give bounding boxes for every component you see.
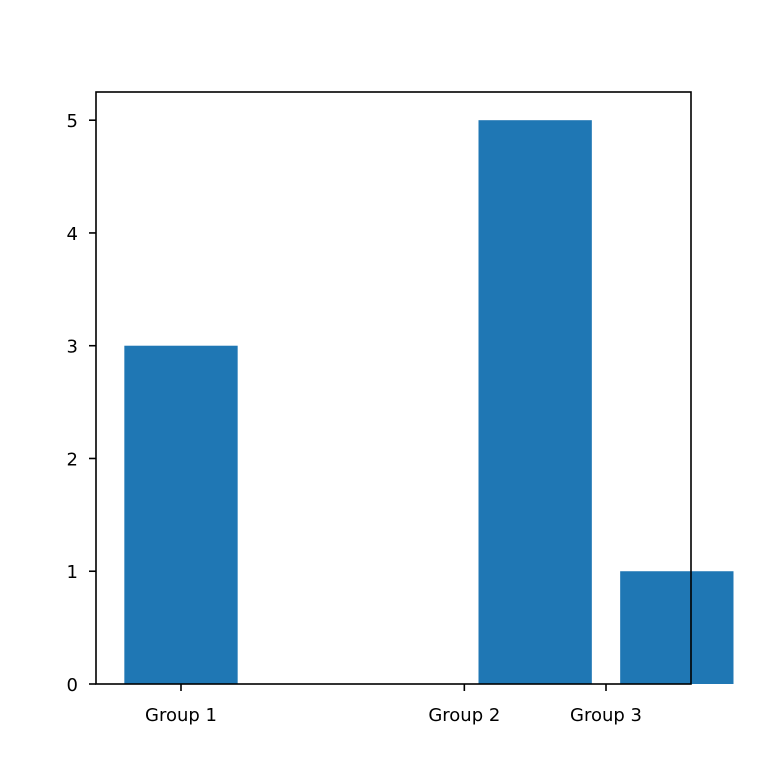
y-tick-label: 2 xyxy=(67,449,78,470)
x-tick-label: Group 2 xyxy=(428,705,500,726)
y-tick-label: 0 xyxy=(67,675,78,696)
bar-series xyxy=(124,120,734,684)
bar-group-1 xyxy=(124,345,238,684)
bar-group-2 xyxy=(478,120,592,684)
y-axis: 0 1 2 3 4 5 xyxy=(67,111,96,696)
y-tick-label: 3 xyxy=(67,337,78,358)
bar-group-3 xyxy=(620,571,734,684)
x-axis: Group 1 Group 2 Group 3 xyxy=(145,684,642,726)
x-tick-label: Group 1 xyxy=(145,705,217,726)
y-tick-label: 5 xyxy=(67,111,78,132)
y-tick-label: 4 xyxy=(67,224,78,245)
plot-frame xyxy=(95,91,692,685)
y-tick-label: 1 xyxy=(67,562,78,583)
x-tick-label: Group 3 xyxy=(570,705,642,726)
